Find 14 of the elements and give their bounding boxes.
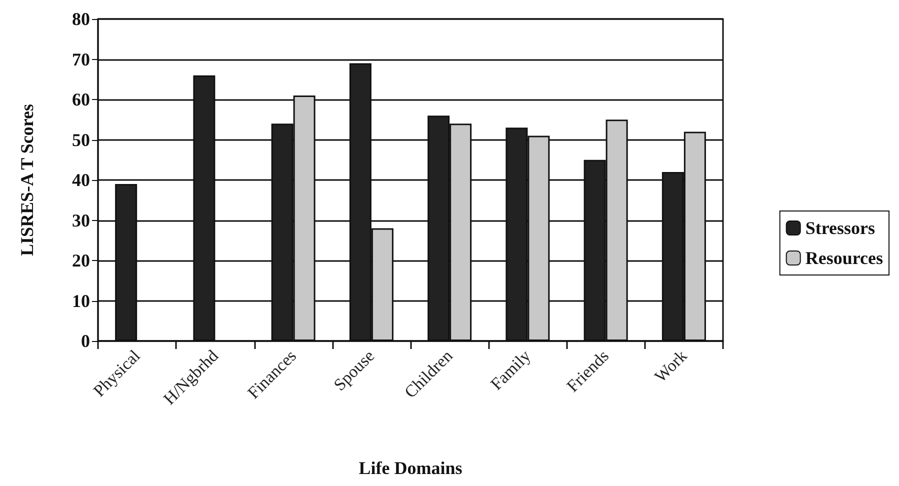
legend-label: Resources: [805, 248, 884, 268]
y-tick-label: 40: [72, 170, 90, 190]
x-tick-label: Work: [650, 346, 692, 386]
y-tick-label: 70: [72, 49, 90, 70]
y-tick-label: 50: [72, 130, 90, 150]
y-tick-label: 10: [72, 290, 90, 311]
y-tick-label: 60: [72, 90, 90, 110]
y-tick-label: 30: [72, 210, 90, 230]
y-axis-title: LISRES-A T Scores: [17, 104, 37, 256]
y-tick-label: 20: [72, 250, 90, 270]
x-axis-title: Life Domains: [358, 458, 462, 478]
y-tick-label: 80: [72, 9, 90, 29]
y-tick-label: 0: [81, 331, 90, 351]
legend-label: Stressors: [805, 218, 876, 238]
